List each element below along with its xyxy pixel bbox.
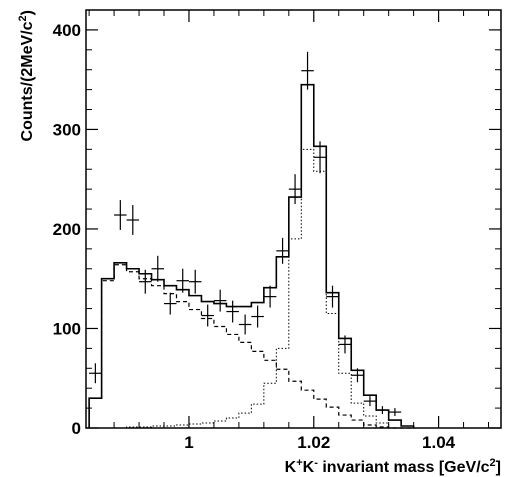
data-point [238, 314, 252, 335]
data-point [263, 285, 277, 308]
data-point [226, 300, 239, 323]
data-point [114, 200, 127, 230]
y-axis: 0 100 200 300 400 [53, 9, 501, 438]
histogram-dashed-line [88, 264, 414, 429]
data-point [288, 174, 302, 205]
x-tick-label: 1.04 [422, 433, 456, 452]
data-point [251, 305, 264, 328]
data-point [338, 335, 352, 354]
y-tick-label: 200 [53, 220, 81, 239]
data-point [313, 141, 327, 174]
data-point [126, 205, 140, 235]
data-points [89, 51, 402, 417]
frame [85, 9, 502, 429]
y-tick-label: 0 [72, 419, 81, 438]
series-layer [88, 83, 415, 429]
data-point [176, 268, 189, 293]
data-point [351, 368, 364, 383]
data-point [388, 408, 402, 417]
data-point [326, 285, 339, 308]
histogram-solid-line [88, 83, 415, 428]
x-tick-label: 1.02 [297, 433, 330, 452]
x-axis: 1 1.02 1.04 [88, 10, 490, 452]
data-point [164, 292, 177, 315]
data-point [301, 51, 314, 90]
x-tick-label: 1 [184, 433, 193, 452]
data-point [139, 269, 152, 294]
data-point [363, 396, 377, 407]
data-point [188, 269, 202, 294]
data-point [151, 255, 165, 282]
x-axis-title: K+K- invariant mass [GeV/c2] [285, 457, 501, 476]
y-tick-label: 300 [53, 120, 81, 139]
data-point [376, 406, 389, 415]
data-point [201, 304, 214, 327]
y-tick-label: 400 [53, 21, 81, 40]
y-tick-label: 100 [53, 319, 81, 338]
data-point [89, 363, 102, 384]
y-axis-title: Counts/(2MeV/c2) [17, 10, 36, 141]
histogram-dotted-line [126, 148, 390, 428]
data-point [213, 289, 227, 312]
data-point [276, 237, 289, 264]
